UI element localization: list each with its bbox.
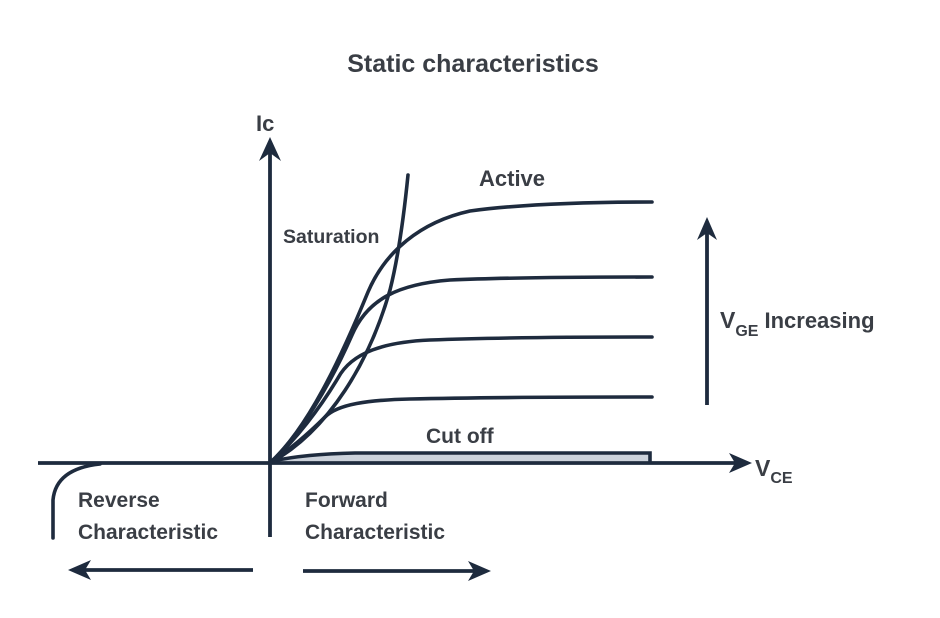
characteristic-curve-2 bbox=[268, 335, 654, 465]
reverse-direction-arrowhead-icon bbox=[68, 560, 91, 580]
x-axis-arrowhead-icon bbox=[729, 453, 752, 473]
forward-characteristic-label-line2: Characteristic bbox=[305, 521, 445, 544]
cutoff-region-label: Cut off bbox=[426, 425, 495, 448]
vge-increasing-label: VGE Increasing bbox=[720, 307, 875, 340]
cutoff-region-fill bbox=[273, 453, 650, 461]
saturation-boundary-line bbox=[268, 173, 410, 465]
x-axis-label-subscript: CE bbox=[770, 470, 793, 487]
characteristic-curve-3 bbox=[268, 275, 654, 465]
forward-characteristic-label-line1: Forward bbox=[305, 489, 388, 512]
page-title: Static characteristics bbox=[347, 50, 599, 78]
reverse-characteristic-label-line2: Characteristic bbox=[78, 521, 218, 544]
vge-label-main: V bbox=[720, 307, 736, 333]
x-axis-label: VCE bbox=[755, 455, 793, 487]
vge-label-subscript: GE bbox=[735, 323, 758, 340]
vge-increasing-arrowhead-icon bbox=[697, 217, 717, 240]
cutoff-curve bbox=[271, 451, 652, 463]
saturation-region-label: Saturation bbox=[283, 226, 379, 248]
reverse-characteristic-label-line1: Reverse bbox=[78, 489, 160, 512]
y-axis-arrowhead-icon bbox=[259, 137, 281, 161]
x-axis-label-main: V bbox=[755, 455, 771, 481]
vge-label-text: Increasing bbox=[764, 308, 874, 333]
y-axis-label: Ic bbox=[256, 111, 274, 136]
active-region-label: Active bbox=[479, 166, 545, 191]
reverse-breakdown-curve bbox=[51, 462, 102, 540]
forward-direction-arrowhead-icon bbox=[468, 561, 491, 581]
